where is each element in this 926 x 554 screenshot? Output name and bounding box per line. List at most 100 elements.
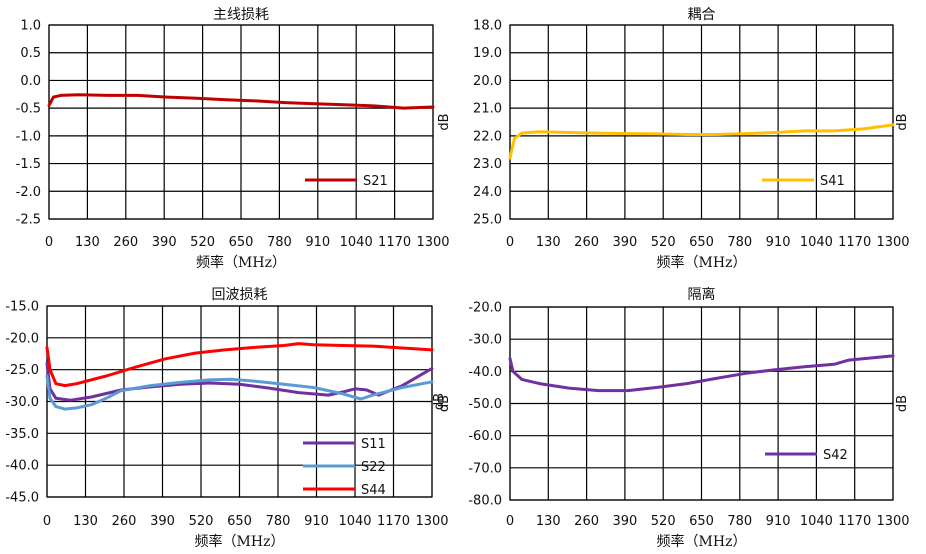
series-line-s11: [45, 361, 434, 402]
x-tick-label: 390: [612, 514, 637, 529]
chart-title: 隔离: [688, 286, 716, 303]
y-tick-label: -20.0: [5, 331, 39, 346]
y-tick-label: 22.0: [473, 129, 502, 144]
plot-frame: [46, 305, 433, 498]
y-tick-label: -35.0: [5, 427, 39, 442]
x-tick-label: 650: [227, 514, 252, 529]
chart-panel-1: 主线损耗 0 130 260 390 520 650 780 910 1040 1170 1300 1.…: [16, 7, 450, 271]
y-tick-label: 25.0: [473, 213, 502, 228]
x-tick-label: 520: [651, 514, 676, 529]
x-tick-label: 910: [766, 514, 791, 529]
x-tick-label: 0: [45, 235, 53, 250]
y-tick-label: 1.0: [20, 19, 41, 34]
y-axis-label-right: dB: [895, 395, 910, 412]
y-axis-label: dB: [437, 113, 452, 130]
x-tick-label: 650: [689, 514, 714, 529]
x-tick-label: 780: [727, 235, 752, 250]
x-tick-label: 1300: [876, 514, 909, 529]
legend-label-s44: S44: [361, 483, 386, 498]
x-axis-label: 频率（MHz）: [657, 254, 747, 271]
y-tick-label: -1.0: [16, 129, 41, 144]
x-tick-label: 130: [75, 235, 100, 250]
y-tick-label: -30.0: [5, 395, 39, 410]
y-tick-label: 18.0: [473, 19, 502, 34]
y-tick-label: 24.0: [473, 185, 502, 200]
y-tick-label: -80.0: [468, 494, 502, 509]
series-line-s21: [47, 93, 435, 110]
y-tick-label: -70.0: [468, 461, 502, 476]
series-line-s44: [45, 342, 434, 388]
y-tick-label: 21.0: [473, 102, 502, 117]
y-tick-label: -50.0: [468, 397, 502, 412]
y-tick-label: -40.0: [5, 459, 39, 474]
y-tick-label: 19.0: [473, 46, 502, 61]
x-tick-label: 910: [766, 235, 791, 250]
y-tick-label: 23.0: [473, 157, 502, 172]
y-axis-label: dB: [437, 395, 452, 412]
y-tick-label: -25.0: [5, 363, 39, 378]
x-axis-label: 频率（MHz）: [195, 533, 285, 550]
x-tick-label: 650: [689, 235, 714, 250]
legend-label-s21: S21: [363, 174, 388, 189]
x-axis-label: 频率（MHz）: [196, 254, 286, 271]
x-tick-label: 1300: [415, 514, 448, 529]
x-tick-label: 1300: [416, 235, 449, 250]
x-tick-label: 0: [506, 514, 514, 529]
y-tick-label: -30.0: [468, 333, 502, 348]
x-tick-label: 780: [267, 235, 292, 250]
y-tick-label: 0.0: [20, 74, 41, 89]
x-tick-label: 1040: [800, 235, 833, 250]
y-tick-label: -60.0: [468, 429, 502, 444]
chart-panel-2: 耦合 0 130 260 390 520 650 780 910 1040 1170 1300 18.0…: [437, 7, 910, 271]
x-tick-label: 1300: [876, 235, 909, 250]
x-tick-label: 130: [73, 514, 98, 529]
y-tick-label: -20.0: [468, 301, 502, 316]
y-tick-label: -0.5: [16, 102, 41, 117]
x-tick-label: 260: [113, 235, 138, 250]
series-line-s22: [45, 374, 434, 411]
x-tick-label: 130: [536, 235, 561, 250]
y-tick-label: -1.5: [16, 157, 41, 172]
y-tick-label: -2.0: [16, 185, 41, 200]
x-tick-label: 1040: [800, 514, 833, 529]
y-tick-label: -2.5: [16, 213, 41, 228]
plot-frame: [509, 24, 894, 220]
chart-title: 耦合: [688, 7, 716, 23]
legend-label-s41: S41: [820, 174, 845, 189]
legend-label-s22: S22: [361, 460, 386, 475]
x-tick-label: 1170: [377, 514, 410, 529]
series-line-s42: [508, 354, 895, 393]
y-tick-label: 0.5: [20, 46, 41, 61]
x-tick-label: 1040: [338, 514, 371, 529]
x-tick-label: 390: [152, 235, 177, 250]
chart-panel-3: 回波损耗 0 130 260 390 520 650 780 910 1040 1170 1300 -1…: [5, 287, 448, 550]
x-tick-label: 1170: [378, 235, 411, 250]
series-line-s41: [508, 123, 895, 160]
x-tick-label: 650: [229, 235, 254, 250]
x-tick-label: 260: [574, 514, 599, 529]
y-tick-label: 20.0: [473, 74, 502, 89]
x-tick-label: 390: [612, 235, 637, 250]
x-tick-label: 390: [150, 514, 175, 529]
y-axis-label: dB: [432, 393, 447, 410]
x-tick-label: 780: [727, 514, 752, 529]
x-tick-label: 260: [574, 235, 599, 250]
y-tick-label: -40.0: [468, 365, 502, 380]
x-tick-label: 910: [304, 514, 329, 529]
x-tick-label: 520: [190, 235, 215, 250]
x-tick-label: 1170: [838, 235, 871, 250]
x-tick-label: 910: [305, 235, 330, 250]
x-tick-label: 0: [43, 514, 51, 529]
chart-title: 主线损耗: [213, 7, 269, 23]
x-tick-label: 130: [536, 514, 561, 529]
x-tick-label: 0: [506, 235, 514, 250]
plot-frame: [48, 24, 434, 220]
x-tick-label: 1040: [340, 235, 373, 250]
x-tick-label: 520: [189, 514, 214, 529]
y-tick-label: -45.0: [5, 491, 39, 506]
plot-frame: [509, 306, 894, 501]
x-tick-label: 780: [266, 514, 291, 529]
y-tick-label: -15.0: [5, 300, 39, 315]
chart-panel-4: 隔离 0 130 260 390 520 650 780 910 1040 1170 1300 -20.…: [437, 286, 910, 550]
